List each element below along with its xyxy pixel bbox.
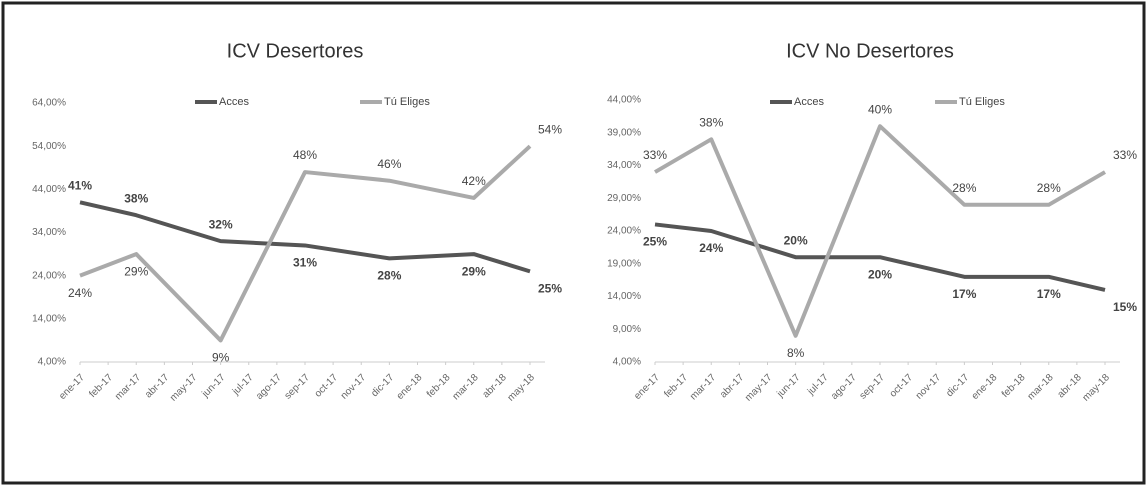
data-label: 40% (868, 102, 892, 116)
series-line (79, 200, 531, 274)
data-label: 32% (209, 217, 233, 231)
data-label: 8% (787, 346, 805, 360)
legend-label: Tú Eliges (384, 96, 430, 108)
y-tick-label: 19,00% (607, 258, 641, 269)
legend-label: Acces (794, 96, 824, 108)
data-label: 29% (462, 264, 486, 278)
data-label: 33% (643, 148, 667, 162)
data-label: 48% (293, 148, 317, 162)
data-label: 28% (377, 269, 401, 283)
data-label: 28% (952, 181, 976, 195)
y-tick-label: 4,00% (613, 357, 641, 368)
y-tick-label: 29,00% (607, 193, 641, 204)
data-label: 42% (462, 174, 486, 188)
data-label: 15% (1113, 300, 1137, 314)
data-label: 54% (538, 122, 562, 136)
legend-label: Tú Eliges (959, 96, 1005, 108)
data-label: 24% (699, 241, 723, 255)
y-tick-label: 9,00% (613, 324, 641, 335)
chart-title: ICV Desertores (227, 40, 364, 62)
data-label: 29% (124, 264, 148, 278)
data-label: 20% (868, 267, 892, 281)
y-tick-label: 4,00% (38, 357, 66, 368)
y-tick-label: 44,00% (607, 95, 641, 106)
series-line (653, 124, 1107, 338)
data-label: 33% (1113, 148, 1137, 162)
data-label: 41% (68, 178, 92, 192)
data-label: 31% (293, 256, 317, 270)
legend-label: Acces (219, 96, 249, 108)
series-line (79, 144, 532, 343)
data-label: 20% (784, 233, 808, 247)
y-tick-label: 24,00% (607, 226, 641, 237)
chart-title: ICV No Desertores (786, 40, 954, 62)
data-label: 17% (952, 287, 976, 301)
data-label: 38% (124, 191, 148, 205)
data-label: 46% (377, 157, 401, 171)
y-tick-label: 34,00% (607, 160, 641, 171)
y-tick-label: 34,00% (32, 227, 66, 238)
y-tick-label: 39,00% (607, 127, 641, 138)
data-label: 17% (1037, 287, 1061, 301)
y-tick-label: 14,00% (32, 313, 66, 324)
data-label: 24% (68, 286, 92, 300)
y-tick-label: 24,00% (32, 270, 66, 281)
y-tick-label: 54,00% (32, 141, 66, 152)
data-label: 38% (699, 115, 723, 129)
y-tick-label: 44,00% (32, 184, 66, 195)
y-tick-label: 14,00% (607, 291, 641, 302)
y-tick-label: 64,00% (32, 98, 66, 109)
data-label: 25% (538, 282, 562, 296)
data-label: 28% (1037, 181, 1061, 195)
series-line (654, 222, 1106, 292)
data-label: 9% (212, 351, 230, 365)
data-label: 25% (643, 235, 667, 249)
